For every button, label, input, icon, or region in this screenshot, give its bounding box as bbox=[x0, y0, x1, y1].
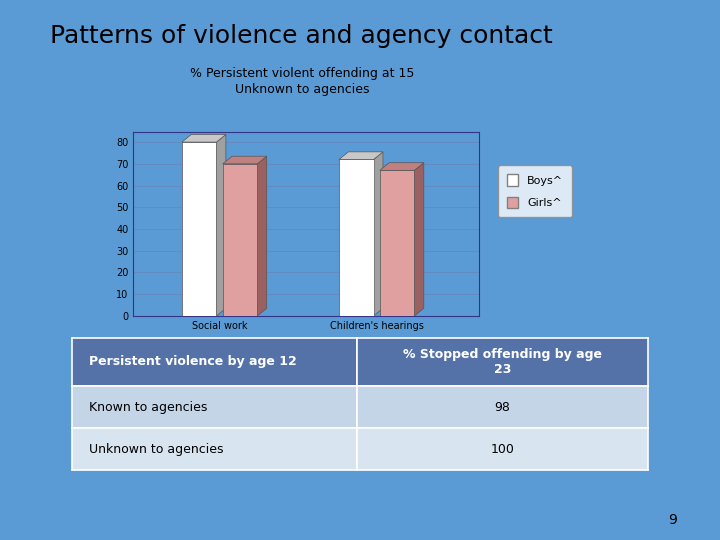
Text: 98: 98 bbox=[495, 401, 510, 414]
Polygon shape bbox=[380, 163, 424, 170]
Text: % Stopped offending by age
23: % Stopped offending by age 23 bbox=[403, 348, 602, 376]
Polygon shape bbox=[217, 134, 226, 316]
Text: Unknown to agencies: Unknown to agencies bbox=[89, 443, 224, 456]
Text: % Persistent violent offending at 15
Unknown to agencies: % Persistent violent offending at 15 Unk… bbox=[190, 68, 415, 96]
Polygon shape bbox=[257, 156, 266, 316]
Bar bbox=[380, 170, 415, 316]
Legend: Boys^, Girls^: Boys^, Girls^ bbox=[498, 165, 572, 217]
Polygon shape bbox=[222, 156, 266, 164]
Bar bbox=[339, 159, 374, 316]
Text: 100: 100 bbox=[490, 443, 515, 456]
Bar bbox=[222, 164, 257, 316]
Text: Patterns of violence and agency contact: Patterns of violence and agency contact bbox=[50, 24, 553, 48]
Polygon shape bbox=[182, 134, 226, 142]
Polygon shape bbox=[374, 152, 383, 316]
Text: Persistent violence by age 12: Persistent violence by age 12 bbox=[89, 355, 297, 368]
Polygon shape bbox=[415, 163, 424, 316]
Text: Known to agencies: Known to agencies bbox=[89, 401, 207, 414]
Text: 9: 9 bbox=[668, 512, 677, 526]
Bar bbox=[182, 142, 217, 316]
Polygon shape bbox=[339, 152, 383, 159]
